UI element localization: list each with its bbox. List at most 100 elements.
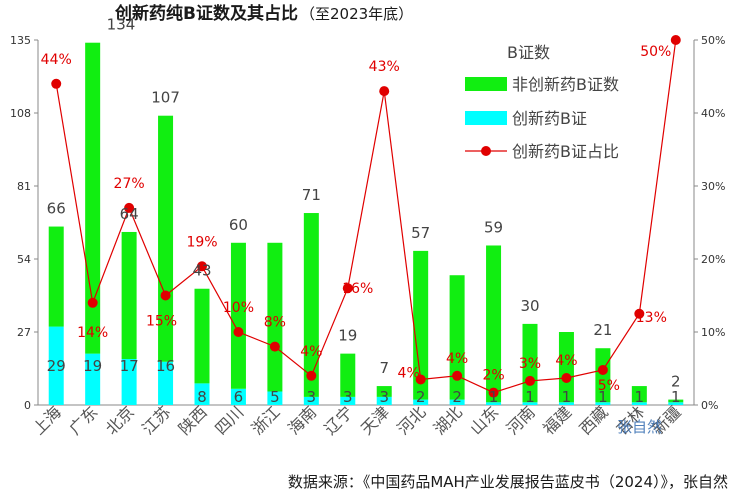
ratio-polyline <box>55 39 677 394</box>
ratio-point <box>597 364 608 375</box>
ratio-label: 4% <box>555 353 577 369</box>
innovative-label: 16 <box>156 357 175 375</box>
bars <box>48 42 684 405</box>
category-label: 陕西 <box>175 402 211 438</box>
y-right-ticks: 0% 10% 20% 30% 40% 50% <box>694 34 725 412</box>
ratio-label: 4% <box>398 365 420 381</box>
innovative-label: 1 <box>635 388 645 406</box>
category-label: 福建 <box>539 402 575 438</box>
bar-non-innovative <box>449 275 465 400</box>
innovative-label: 3 <box>307 388 317 406</box>
innovative-label: 3 <box>343 388 353 406</box>
y-left-tick-label: 27 <box>17 326 31 339</box>
chart-subtitle: （至2023年底） <box>300 5 413 23</box>
innovative-label: 1 <box>671 388 681 406</box>
bar-innovative <box>668 402 684 405</box>
ratio-point <box>87 297 98 308</box>
ratio-label: 50% <box>640 44 671 60</box>
ratio-label: 43% <box>369 59 400 75</box>
innovative-label: 1 <box>598 388 608 406</box>
innovative-label: 29 <box>47 357 66 375</box>
total-label: 19 <box>338 327 357 345</box>
total-label: 30 <box>520 297 539 315</box>
ratio-line <box>51 35 681 398</box>
ratio-label: 10% <box>223 300 254 316</box>
bar-innovative <box>85 353 101 405</box>
ratio-point <box>269 341 280 352</box>
bar-non-innovative <box>85 42 101 354</box>
ratio-point <box>634 308 645 319</box>
bar-innovative <box>267 391 283 405</box>
ratio-point <box>233 327 244 337</box>
innovative-label: 2 <box>452 388 462 406</box>
innovative-label: 19 <box>83 357 102 375</box>
bar-non-innovative <box>230 242 246 389</box>
ratio-point <box>197 261 207 272</box>
bar-non-innovative <box>668 399 684 403</box>
category-label: 湖北 <box>430 402 466 438</box>
category-label: 河南 <box>503 402 539 438</box>
ratio-point <box>342 283 353 294</box>
y-left-tick-label: 54 <box>17 253 31 266</box>
y-right-tick-label: 0% <box>701 399 718 412</box>
ratio-point <box>561 372 572 383</box>
innovative-label: 8 <box>197 388 207 406</box>
category-label: 河北 <box>393 402 429 438</box>
bar-innovative <box>230 388 246 405</box>
category-label: 广东 <box>65 402 101 438</box>
innovative-label: 1 <box>562 388 572 406</box>
innovative-label: 1 <box>489 388 499 406</box>
innovative-label: 2 <box>416 388 426 406</box>
total-label: 57 <box>411 224 430 242</box>
bar-non-innovative <box>267 242 283 392</box>
ratio-point <box>488 387 499 398</box>
category-label: 浙江 <box>248 402 284 438</box>
bar-innovative <box>158 361 174 405</box>
ratio-label: 5% <box>598 378 620 394</box>
total-label: 107 <box>151 89 180 107</box>
bar-innovative <box>303 396 319 405</box>
category-label: 海南 <box>284 402 320 438</box>
legend: B证数 非创新药B证数 创新药B证 创新药B证占比 <box>465 43 619 161</box>
ratio-label: 14% <box>77 325 108 341</box>
ratio-label: 27% <box>114 176 145 192</box>
ratio-point <box>124 202 135 213</box>
category-label: 上海 <box>29 402 65 438</box>
bar-innovative <box>194 383 210 405</box>
watermark: 张自然 <box>617 418 662 436</box>
bar-innovative <box>48 326 64 405</box>
total-label: 21 <box>593 321 612 339</box>
bar-non-innovative <box>631 386 647 403</box>
y-right-tick-label: 40% <box>701 107 725 120</box>
ratio-label: 15% <box>146 314 177 330</box>
y-left-tick-label: 108 <box>10 107 31 120</box>
bar-innovative <box>558 402 574 405</box>
ratio-label: 4% <box>300 344 322 360</box>
category-labels: 上海 广东 北京 江苏 陕西 四川 浙江 海南 辽宁 天津 河北 湖北 山东 河南 福建 西藏 吉林 新疆 <box>29 402 685 438</box>
y-right-tick-label: 20% <box>701 253 725 266</box>
bar-innovative <box>486 402 502 405</box>
total-label: 71 <box>302 186 321 204</box>
legend-title: B证数 <box>507 43 550 62</box>
ratio-point <box>51 78 62 89</box>
bar-innovative <box>522 402 538 405</box>
ratio-label: 19% <box>186 234 217 250</box>
bar-innovative <box>376 396 392 405</box>
ratio-point <box>452 370 463 381</box>
bar-non-innovative <box>413 250 429 400</box>
ratio-point <box>160 290 171 301</box>
ratio-point <box>415 374 426 385</box>
innovative-label: 3 <box>379 388 389 406</box>
source-note: 数据来源：《中国药品MAH产业发展报告蓝皮书（2024）》，张自然 <box>288 473 728 491</box>
y-left-tick-label: 81 <box>17 180 31 193</box>
bar-innovative <box>413 399 429 405</box>
bar-innovative <box>121 359 137 405</box>
ratio-label: 13% <box>636 310 667 326</box>
innovative-label: 17 <box>120 357 139 375</box>
legend-label-innovative: 创新药B证 <box>512 109 587 128</box>
total-label: 7 <box>379 359 389 377</box>
bar-non-innovative <box>595 348 611 403</box>
category-label: 辽宁 <box>321 402 357 438</box>
innovative-label: 5 <box>270 388 280 406</box>
